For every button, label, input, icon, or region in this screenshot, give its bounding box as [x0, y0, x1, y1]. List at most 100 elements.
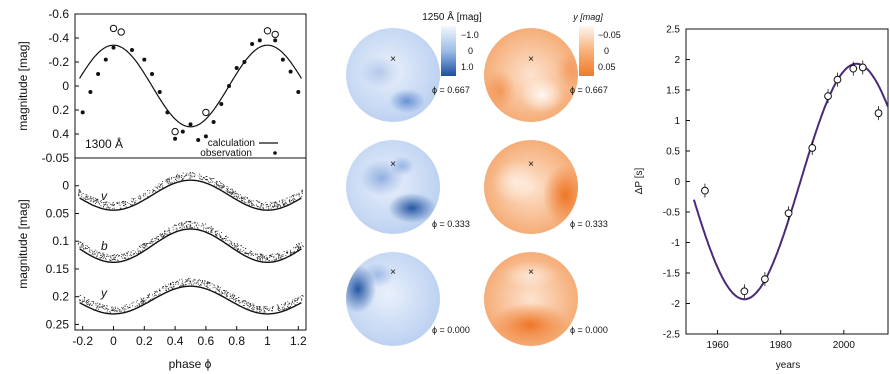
obs-dot [211, 228, 213, 230]
obs-dot [260, 253, 262, 255]
obs-dot [155, 238, 157, 240]
obs-dot [136, 305, 138, 307]
obs-dot [93, 199, 95, 201]
obs-dot [186, 175, 188, 176]
obs-dot [81, 196, 83, 198]
obs-dot [227, 190, 229, 192]
obs-dot [112, 308, 114, 310]
obs-dot [246, 253, 248, 255]
obs-dot [90, 249, 92, 251]
obs-dot [257, 206, 258, 207]
obs-dot [165, 181, 167, 183]
obs-dot [93, 251, 95, 253]
obs-dot [226, 296, 228, 298]
obs-dot [96, 256, 98, 258]
obs-dot [238, 196, 239, 198]
y-tick-label: -0.05 [42, 151, 70, 165]
obs-dot [281, 255, 283, 257]
obs-dot [162, 185, 164, 187]
colorbar-y-tick-3: 0.05 [598, 62, 616, 72]
obs-dot [95, 200, 97, 202]
obs-dot [246, 252, 247, 254]
obs-dot [211, 283, 213, 285]
colorbar-y: y [mag] −0.05 0 0.05 [572, 12, 621, 76]
obs-dot [189, 172, 191, 174]
obs-dot [112, 309, 114, 311]
obs-dot [259, 256, 261, 257]
obs-dot [269, 255, 270, 257]
model-curve [692, 62, 889, 301]
obs-dot [300, 298, 302, 300]
obs-dot [206, 176, 208, 177]
obs-dot [264, 256, 265, 258]
obs-dot [166, 230, 168, 232]
obs-dot [230, 191, 232, 193]
obs-dot [104, 305, 105, 307]
obs-dot [95, 253, 96, 255]
obs-dot [282, 254, 284, 255]
obs-dot [175, 227, 177, 229]
obs-dot [177, 280, 179, 282]
obs-dot [259, 206, 261, 208]
obs-dot [215, 288, 217, 290]
obs-dot [286, 308, 288, 310]
obs-dot [200, 284, 201, 286]
obs-dot [185, 284, 187, 285]
obs-dot [85, 194, 87, 196]
obs-dot [273, 259, 275, 261]
obs-dot [174, 176, 176, 178]
y-tick-label: 0 [674, 177, 680, 188]
obs-dot [200, 225, 202, 227]
obs-dot [280, 309, 282, 311]
obs-dot [116, 259, 118, 261]
obs-dot [102, 256, 104, 257]
obs-dot [239, 250, 241, 252]
obs-dot [81, 244, 83, 245]
obs-dot [159, 234, 161, 236]
colorbar-uv-tick-3: 1.0 [461, 62, 474, 72]
obs-dot [282, 199, 284, 201]
obs-dot [163, 236, 164, 237]
obs-dot [265, 206, 267, 208]
obs-dot [167, 288, 169, 290]
obs-dot [302, 190, 303, 192]
observation-point [180, 129, 185, 134]
obs-dot [164, 231, 166, 233]
obs-dot [265, 201, 267, 203]
obs-dot [118, 255, 120, 256]
obs-dot [300, 246, 302, 248]
obs-dot [78, 192, 80, 194]
calculation-curve [79, 44, 302, 128]
obs-dot [153, 296, 155, 298]
obs-dot [258, 256, 260, 258]
obs-dot [169, 229, 171, 231]
obs-dot [276, 203, 278, 205]
obs-dot [298, 247, 300, 249]
obs-dot [210, 226, 212, 227]
obs-dot [232, 189, 233, 191]
obs-dot [118, 255, 120, 257]
obs-dot [230, 241, 232, 243]
obs-dot [142, 243, 144, 245]
obs-dot [258, 306, 260, 307]
obs-dot [195, 282, 197, 284]
obs-dot [145, 244, 147, 246]
obs-dot [251, 251, 252, 252]
obs-dot [239, 194, 241, 196]
obs-dot [280, 258, 282, 259]
obs-dot [260, 308, 262, 310]
obs-dot [154, 190, 155, 191]
obs-dot [232, 245, 233, 246]
obs-dot [244, 302, 246, 304]
uv-map-0000: × [346, 252, 440, 346]
obs-dot [295, 195, 297, 196]
obs-dot [290, 251, 291, 252]
obs-dot [291, 200, 292, 201]
obs-dot [137, 303, 139, 305]
obs-dot [101, 307, 103, 309]
obs-dot [172, 229, 174, 231]
obs-dot [127, 257, 129, 259]
obs-dot [281, 202, 283, 204]
obs-dot [162, 286, 163, 288]
obs-dot [219, 185, 221, 186]
